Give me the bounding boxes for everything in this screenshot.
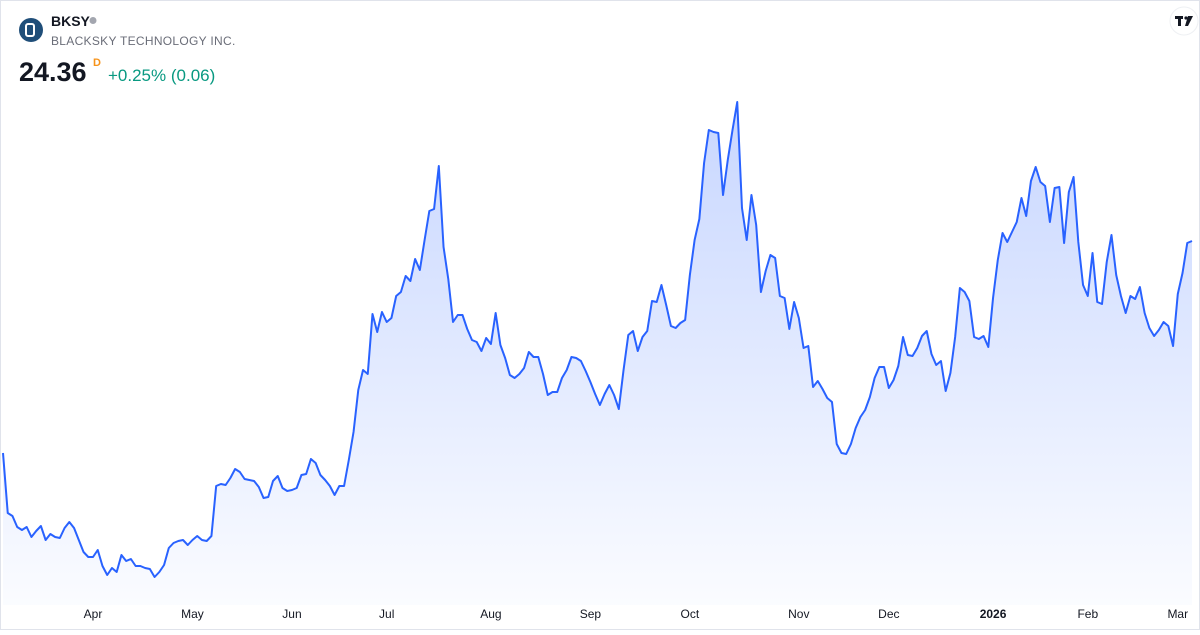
x-tick-label: Feb (1077, 607, 1098, 621)
x-tick-label: Dec (878, 607, 899, 621)
x-tick-label: Jun (282, 607, 301, 621)
x-tick-label: Mar (1167, 607, 1188, 621)
x-tick-label: Sep (580, 607, 602, 621)
x-tick-label: Nov (788, 607, 809, 621)
company-name: BLACKSKY TECHNOLOGY INC. (51, 34, 236, 48)
interval: D (93, 57, 101, 69)
x-tick-label: Oct (681, 607, 700, 621)
logo (19, 18, 43, 42)
symbol: BKSY (51, 13, 91, 29)
logo-mark (25, 23, 35, 37)
x-tick-label: Apr (84, 607, 103, 621)
x-tick-label: May (181, 607, 204, 621)
tv-logo (1169, 6, 1199, 36)
status-dot (89, 17, 97, 24)
x-tick-label: 2026 (980, 607, 1007, 621)
price-change: +0.25% (0.06) (108, 66, 215, 85)
x-tick-label: Jul (379, 607, 394, 621)
last-price: 24.36 (19, 57, 87, 87)
price-line (2, 101, 1193, 578)
x-tick-label: Aug (480, 607, 501, 621)
